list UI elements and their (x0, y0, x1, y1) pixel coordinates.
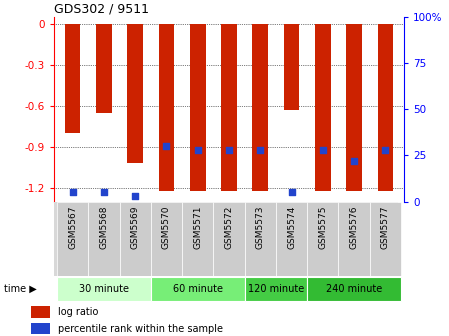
Text: percentile rank within the sample: percentile rank within the sample (57, 324, 223, 334)
Bar (213, 202, 245, 276)
Text: GSM5568: GSM5568 (99, 205, 108, 249)
Text: GSM5573: GSM5573 (256, 205, 265, 249)
Point (382, 147, 389, 153)
Bar (307, 277, 401, 301)
Bar (128, 24, 143, 163)
Bar (378, 24, 393, 191)
Point (132, 194, 139, 199)
Text: GSM5576: GSM5576 (350, 205, 359, 249)
Text: 30 minute: 30 minute (79, 284, 129, 294)
Text: 60 minute: 60 minute (173, 284, 223, 294)
Point (163, 143, 170, 149)
Text: GSM5570: GSM5570 (162, 205, 171, 249)
Text: GSM5577: GSM5577 (381, 205, 390, 249)
Point (288, 190, 295, 195)
Text: GSM5574: GSM5574 (287, 205, 296, 249)
Bar (182, 202, 213, 276)
Bar (65, 24, 80, 133)
Bar (315, 24, 330, 191)
Bar (370, 202, 401, 276)
Text: GSM5575: GSM5575 (318, 205, 327, 249)
Bar (158, 24, 174, 191)
Bar (346, 24, 362, 191)
Bar (221, 24, 237, 191)
Point (100, 190, 107, 195)
Bar (31, 306, 50, 318)
Bar (190, 24, 206, 191)
Text: GSM5569: GSM5569 (131, 205, 140, 249)
Text: GSM5571: GSM5571 (193, 205, 202, 249)
Bar (284, 24, 299, 110)
Bar (339, 202, 370, 276)
Bar (57, 277, 151, 301)
Text: GSM5567: GSM5567 (68, 205, 77, 249)
Point (69, 190, 76, 195)
Bar (252, 24, 268, 191)
Point (257, 147, 264, 153)
Point (225, 147, 233, 153)
Bar (151, 277, 245, 301)
Bar (276, 202, 307, 276)
Text: GDS302 / 9511: GDS302 / 9511 (54, 3, 149, 16)
Text: 240 minute: 240 minute (326, 284, 382, 294)
Bar (31, 323, 50, 334)
Text: 120 minute: 120 minute (248, 284, 304, 294)
Bar (57, 202, 88, 276)
Text: time ▶: time ▶ (4, 284, 37, 294)
Bar (119, 202, 151, 276)
Bar (245, 202, 276, 276)
Point (351, 158, 358, 164)
Bar (88, 202, 119, 276)
Bar (245, 277, 307, 301)
Bar (151, 202, 182, 276)
Text: log ratio: log ratio (57, 307, 98, 317)
Text: GSM5572: GSM5572 (224, 205, 233, 249)
Point (194, 147, 201, 153)
Bar (96, 24, 112, 113)
Bar (307, 202, 339, 276)
Point (319, 147, 326, 153)
